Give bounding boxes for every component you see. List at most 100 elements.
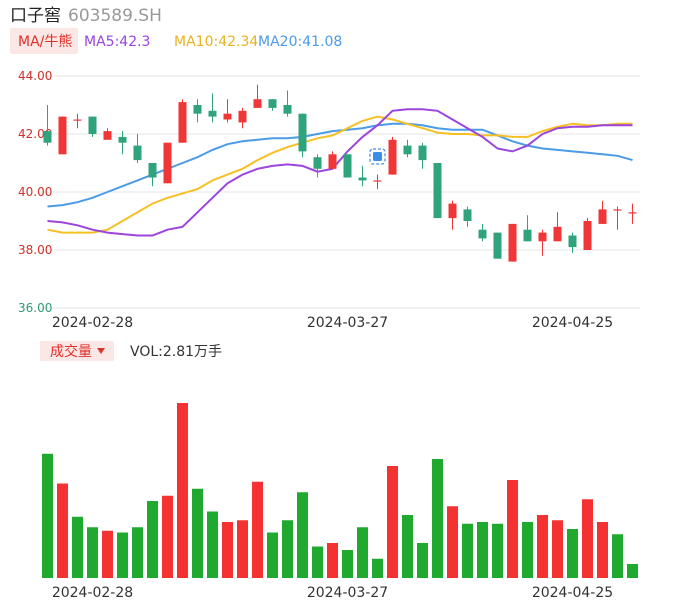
volume-bar [87,527,98,578]
candle [523,215,532,242]
volume-bar [117,532,128,578]
ma-button-label[interactable]: MA/牛熊 [18,34,72,50]
candle [58,116,67,155]
volume-bars [42,403,638,578]
volume-bar [57,483,68,578]
volume-bar [147,501,158,578]
volume-bar [252,481,263,578]
candle [283,90,292,117]
candle [208,93,217,123]
candle [193,99,202,123]
volume-bar [387,466,398,578]
y-tick-label: 40.00 [18,185,52,199]
y-tick-label: 36.00 [18,301,52,315]
x-tick-label: 2024-02-28 [52,585,133,601]
volume-bar [207,511,218,578]
candle [133,134,142,163]
candle [613,206,622,230]
candle [433,163,442,219]
volume-bar [402,515,413,578]
candle [628,203,637,224]
volume-bar [357,527,368,578]
stock-name: 口子窖 [10,6,61,26]
volume-bar [342,550,353,578]
ma20-legend: MA20:41.08 [258,34,342,50]
candle [73,113,82,129]
volume-bar [222,522,233,578]
volume-button-label[interactable]: 成交量 [50,343,92,360]
candle [328,151,337,169]
volume-bar [327,543,338,578]
volume-bar [417,543,428,578]
volume-bar [72,516,83,578]
candle [418,142,427,169]
candle [508,223,517,262]
candle [553,212,562,242]
candle [118,131,127,155]
ma5-line [47,108,633,237]
event-marker-icon[interactable] [369,148,386,165]
candle [163,142,172,184]
ma5-legend: MA5:42.3 [84,34,150,50]
volume-bar [102,530,113,578]
caret-down-icon[interactable] [97,348,105,354]
date-axis-bottom: 2024-02-28 2024-03-27 2024-04-25 [52,585,613,601]
candle [103,128,112,140]
volume-bar [507,480,518,578]
candle [238,107,247,129]
ma20-line [47,122,633,208]
y-tick-label: 44.00 [18,69,52,83]
volume-bar [597,522,608,578]
ma-button-bg[interactable] [10,28,78,54]
x-tick-label: 2024-02-28 [52,315,133,331]
volume-bar [462,523,473,578]
candle [403,139,412,158]
x-tick-label: 2024-03-27 [307,315,388,331]
candle [223,99,232,123]
candle [43,105,52,146]
volume-bar [582,499,593,578]
price-grid [40,75,640,309]
volume-bar [312,546,323,578]
candle [358,165,367,187]
candle [343,154,352,178]
volume-bar [372,558,383,578]
volume-bar [132,527,143,578]
volume-bar [432,459,443,578]
candle [478,223,487,242]
volume-bar [177,403,188,578]
candle [88,116,97,137]
volume-bar [267,532,278,578]
candle [373,174,382,190]
volume-bar [522,522,533,578]
candle [463,206,472,227]
candles [43,84,637,262]
volume-button-bg[interactable] [40,341,114,361]
volume-readout: VOL:2.81万手 [130,344,222,360]
candle [448,200,457,230]
volume-bar [477,522,488,578]
volume-bar [552,520,563,578]
volume-bar [192,488,203,578]
candle [253,84,262,108]
volume-bar [237,520,248,578]
volume-bar [447,506,458,578]
x-tick-label: 2024-04-25 [532,315,613,331]
volume-bar [297,492,308,578]
volume-bar [567,529,578,578]
x-tick-label: 2024-04-25 [532,585,613,601]
volume-bar [627,564,638,578]
x-tick-label: 2024-03-27 [307,585,388,601]
volume-bar [612,534,623,578]
candle [493,232,502,259]
candle [148,163,157,187]
volume-bar [492,523,503,578]
candle [268,99,277,111]
volume-bar [162,495,173,578]
y-tick-label: 38.00 [18,243,52,257]
candle [178,99,187,143]
ma10-line [47,115,633,234]
stock-code: 603589.SH [68,6,162,26]
ma10-legend: MA10:42.34 [174,34,258,50]
